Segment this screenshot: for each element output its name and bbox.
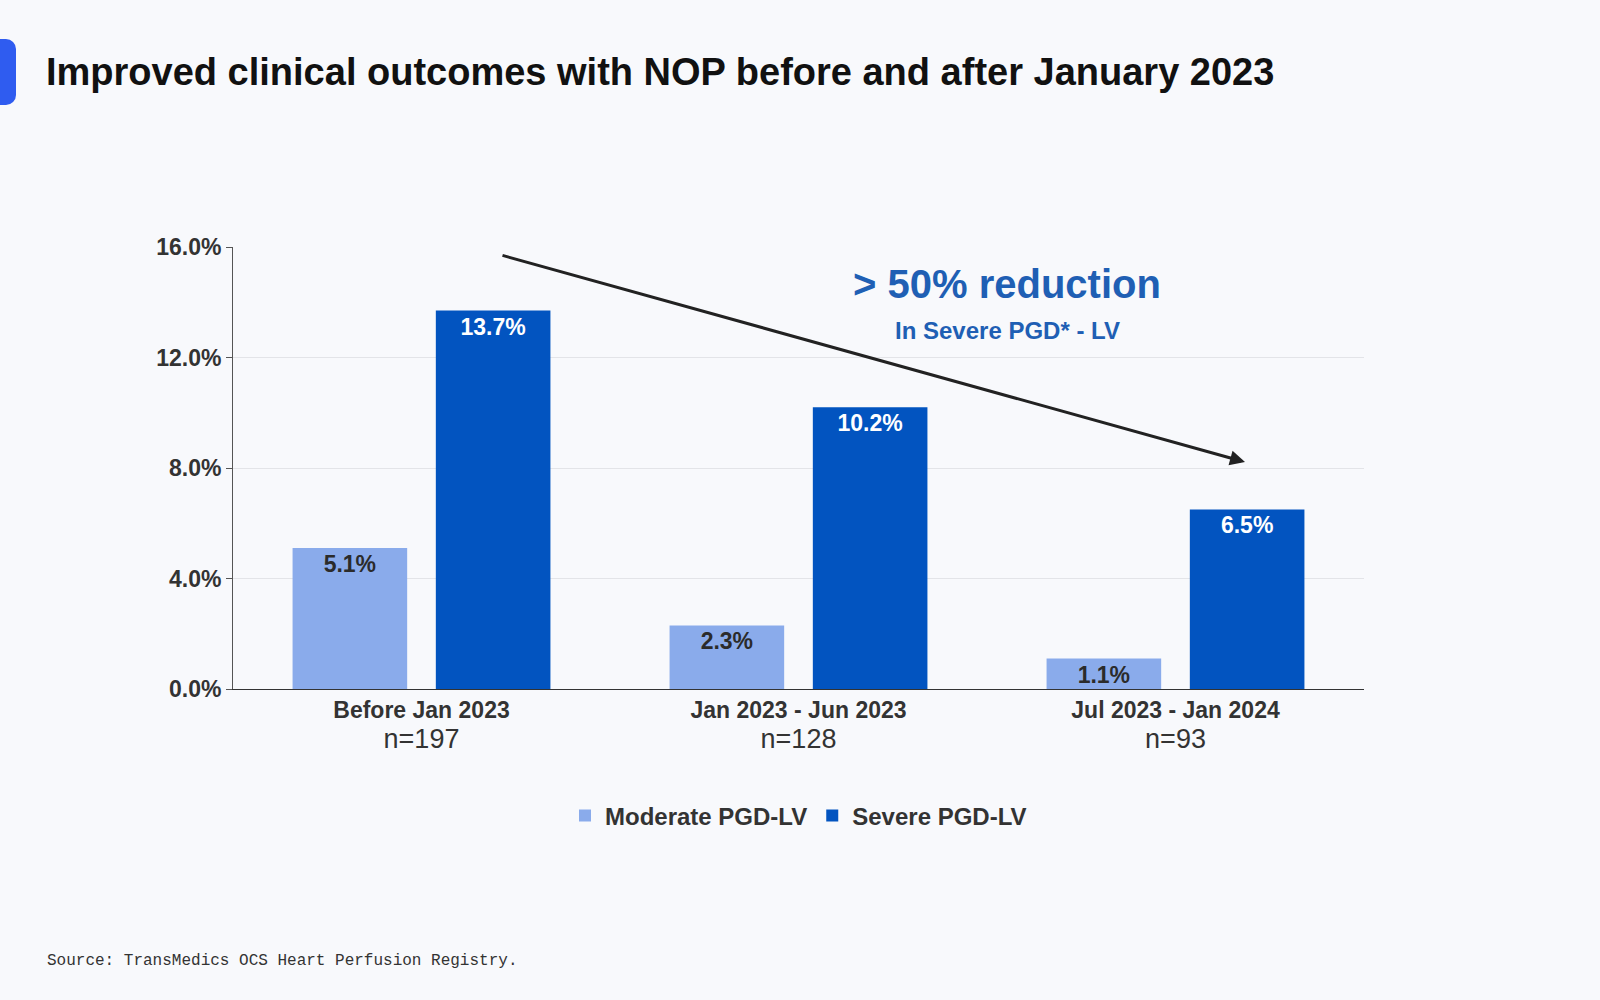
svg-text:6.5%: 6.5% — [1221, 512, 1273, 538]
svg-text:Severe PGD-LV: Severe PGD-LV — [852, 803, 1026, 830]
svg-text:Moderate PGD-LV: Moderate PGD-LV — [605, 803, 807, 830]
svg-text:Before Jan 2023n=197: Before Jan 2023n=197 — [333, 697, 509, 754]
svg-text:10.2%: 10.2% — [838, 410, 903, 436]
svg-text:In Severe PGD* - LV: In Severe PGD* - LV — [895, 317, 1120, 344]
svg-text:> 50% reduction: > 50% reduction — [853, 262, 1161, 306]
svg-text:Jan 2023 - Jun 2023n=128: Jan 2023 - Jun 2023n=128 — [690, 697, 906, 754]
svg-text:2.3%: 2.3% — [701, 628, 753, 654]
svg-text:5.1%: 5.1% — [324, 551, 376, 577]
svg-text:4.0%: 4.0% — [169, 566, 221, 592]
svg-text:0.0%: 0.0% — [169, 676, 221, 702]
svg-text:Improved clinical outcomes wit: Improved clinical outcomes with NOP befo… — [46, 51, 1274, 93]
svg-text:1.1%: 1.1% — [1078, 662, 1130, 688]
svg-text:Jul 2023 - Jan 2024n=93: Jul 2023 - Jan 2024n=93 — [1071, 697, 1280, 754]
svg-text:8.0%: 8.0% — [169, 455, 221, 481]
svg-text:13.7%: 13.7% — [461, 314, 526, 340]
svg-text:12.0%: 12.0% — [156, 345, 221, 371]
svg-text:16.0%: 16.0% — [156, 234, 221, 260]
svg-text:Source: TransMedics OCS Heart: Source: TransMedics OCS Heart Perfusion … — [47, 952, 517, 970]
